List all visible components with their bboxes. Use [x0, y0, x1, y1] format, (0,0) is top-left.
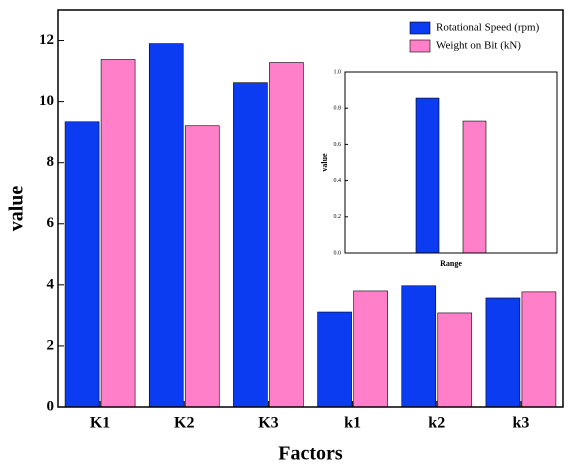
x-tick-label: K3	[258, 415, 278, 432]
y-tick-label: 2	[47, 337, 55, 353]
plot-frame	[344, 71, 558, 254]
x-tick-label: k1	[344, 415, 361, 432]
bar	[64, 121, 100, 408]
y-tick-label: 0.4	[334, 178, 342, 184]
bar	[415, 97, 440, 254]
x-tick-label: k3	[512, 415, 529, 432]
bar	[401, 285, 437, 408]
y-tick-label: 0.8	[334, 106, 342, 112]
bar	[317, 311, 352, 408]
plot-frame	[57, 9, 564, 408]
y-tick-label: 0.6	[334, 142, 342, 148]
y-tick-label: 8	[47, 154, 55, 170]
y-axis-label: value	[320, 153, 329, 172]
y-tick-label: 0.0	[334, 250, 342, 256]
y-tick-label: 0	[47, 398, 55, 414]
bar	[521, 291, 557, 408]
legend-label: Weight on Bit (kN)	[436, 40, 521, 52]
y-tick-label: 6	[47, 215, 55, 231]
bar	[269, 62, 304, 408]
y-tick-label: 12	[39, 32, 54, 48]
bar	[100, 59, 136, 408]
y-tick-label: 0.2	[334, 214, 342, 220]
x-axis-label: Factors	[278, 443, 343, 465]
bar	[148, 43, 184, 408]
bar	[353, 290, 388, 408]
bar	[184, 125, 220, 408]
bar	[485, 297, 521, 408]
y-tick-label: 10	[39, 93, 54, 109]
legend-swatch	[409, 39, 431, 53]
y-tick-label: 1.0	[334, 69, 342, 75]
y-axis-label: value	[6, 186, 28, 232]
x-tick-label: K2	[174, 415, 194, 432]
legend-swatch	[409, 21, 431, 35]
bar	[437, 312, 473, 408]
y-tick-label: 4	[47, 276, 55, 292]
x-tick-label: K1	[90, 415, 110, 432]
legend-label: Rotational Speed (rpm)	[436, 22, 540, 34]
x-axis-label: Range	[440, 259, 462, 268]
bar	[462, 120, 487, 254]
x-tick-label: k2	[428, 415, 445, 432]
bar	[233, 82, 268, 408]
plot-area	[345, 72, 557, 253]
